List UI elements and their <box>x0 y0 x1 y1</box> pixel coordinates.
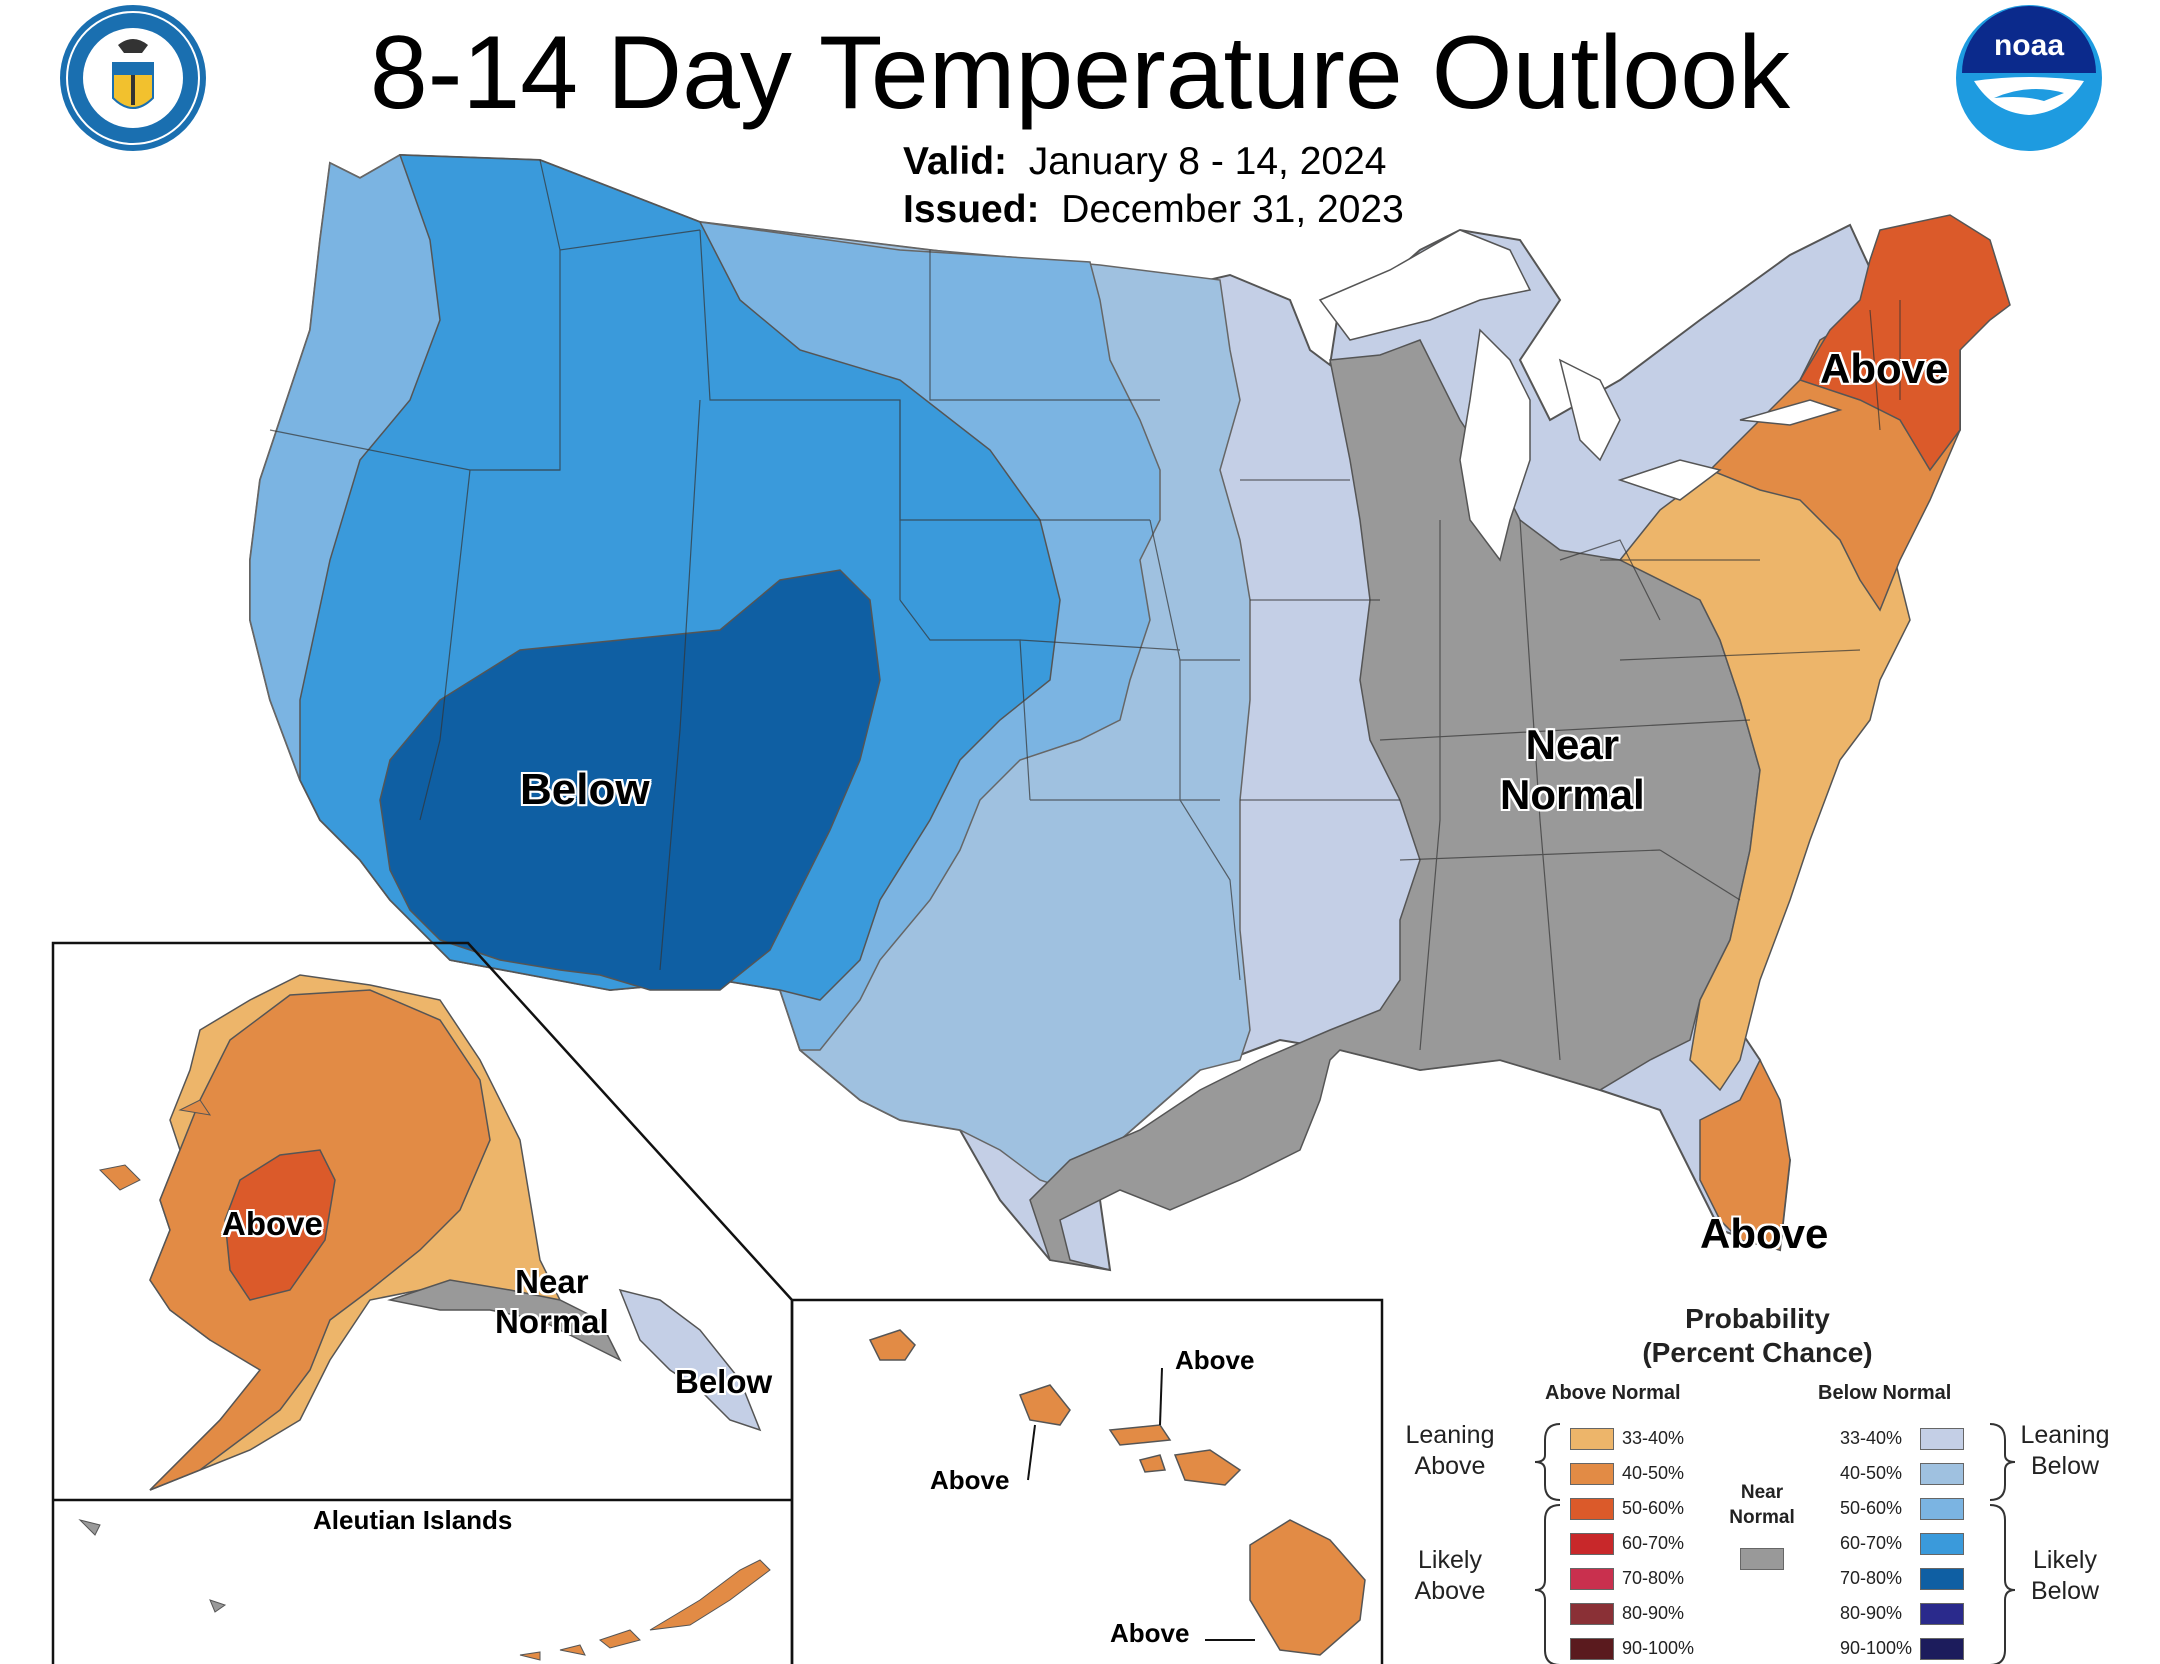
alaska-label-above: Above <box>222 1205 323 1242</box>
legend-likely-below-line1: Likely <box>2033 1546 2097 1574</box>
legend-below-swatch-1 <box>1920 1463 1964 1485</box>
hawaii-inset-frame <box>790 1298 1384 1664</box>
noaa-logo-icon: noaa <box>1956 5 2102 151</box>
legend-above-label-2: 50-60% <box>1622 1498 1685 1518</box>
alaska-label-below: Below <box>675 1363 773 1400</box>
issued-label: Issued: <box>903 188 1040 231</box>
legend-above-swatch-2 <box>1570 1498 1614 1520</box>
legend-title-line1: Probability <box>1685 1303 1830 1334</box>
legend-above-swatch-6 <box>1570 1638 1614 1660</box>
legend-above-swatch-4 <box>1570 1568 1614 1590</box>
issued-date: December 31, 2023 <box>1061 188 1404 231</box>
legend-near-line1: Near <box>1740 1482 1784 1503</box>
legend-likely-above-line1: Likely <box>1418 1546 1482 1574</box>
map-label-above-southeast: Above <box>1700 1210 1829 1257</box>
alaska-label-near-line2: Normal <box>495 1303 609 1340</box>
legend-leaning-below-label: Leaning Below <box>2015 1420 2115 1482</box>
legend-above-label-1: 40-50% <box>1622 1463 1685 1483</box>
legend-likely-above-label: Likely Above <box>1400 1545 1500 1607</box>
hawaiian-islands <box>868 1329 1366 1656</box>
alaska-label-near-line1: Near <box>515 1263 589 1300</box>
legend-leaning-above-line2: Above <box>1414 1452 1486 1480</box>
page-title: 8-14 Day Temperature Outlook <box>369 15 1791 131</box>
legend-below-label-1: 40-50% <box>1840 1463 1903 1483</box>
legend-likely-above-line2: Above <box>1414 1577 1486 1605</box>
legend-leaning-below-line2: Below <box>2030 1452 2100 1480</box>
legend-below-swatch-0 <box>1920 1428 1964 1450</box>
legend-above-label-6: 90-100% <box>1622 1638 1695 1658</box>
legend-above-label-3: 60-70% <box>1622 1533 1685 1553</box>
great-lakes <box>1318 229 1843 562</box>
map-label-below: Below <box>520 765 650 814</box>
legend-above-normal-head: Above Normal <box>1545 1382 1681 1404</box>
commerce-seal-icon <box>60 5 206 151</box>
aleutian-islands-chain <box>78 1519 771 1661</box>
legend-title-line2: (Percent Chance) <box>1642 1337 1873 1368</box>
alaska-below-region <box>618 1288 762 1432</box>
valid-date: January 8 - 14, 2024 <box>1028 140 1387 183</box>
alaska-above-50-60-region <box>224 1149 336 1301</box>
legend-above-swatch-0 <box>1570 1428 1614 1450</box>
valid-issued-block: Valid: January 8 - 14, 2024 Issued: Dece… <box>903 138 1404 234</box>
legend-below-label-6: 90-100% <box>1840 1638 1913 1658</box>
legend-near-line2: Normal <box>1729 1507 1795 1528</box>
alaska-near-normal-region <box>387 1279 622 1362</box>
hawaii-leader-line-2 <box>1027 1424 1036 1481</box>
legend-brackets <box>1534 1423 2016 1664</box>
legend-near-normal-head: Near Normal <box>1722 1480 1802 1530</box>
map-label-near-normal: Near Normal <box>1500 720 1645 820</box>
legend-leaning-above-line1: Leaning <box>1405 1421 1495 1449</box>
legend-below-swatch-4 <box>1920 1568 1964 1590</box>
legend-title: Probability (Percent Chance) <box>1640 1302 1875 1370</box>
legend-below-label-5: 80-90% <box>1840 1603 1903 1623</box>
legend-above-label-4: 70-80% <box>1622 1568 1685 1588</box>
legend-above-swatch-1 <box>1570 1463 1614 1485</box>
map-label-above-northeast: Above <box>1820 345 1949 392</box>
state-borders <box>269 159 1901 1061</box>
hawaii-label-above-2: Above <box>930 1465 1010 1495</box>
legend-likely-below-line2: Below <box>2030 1577 2100 1605</box>
legend-below-swatch-3 <box>1920 1533 1964 1555</box>
legend-below-label-4: 70-80% <box>1840 1568 1903 1588</box>
legend-above-label-0: 33-40% <box>1622 1428 1685 1448</box>
legend-near-normal-swatch <box>1740 1548 1784 1570</box>
legend-below-label-2: 50-60% <box>1840 1498 1903 1518</box>
valid-label: Valid: <box>903 140 1008 183</box>
legend-below-label-3: 60-70% <box>1840 1533 1903 1553</box>
map-label-near-line1: Near <box>1525 721 1620 768</box>
legend-above-swatch-3 <box>1570 1533 1614 1555</box>
legend-leaning-above-label: Leaning Above <box>1400 1420 1500 1482</box>
alaska-label-near-normal: Near Normal <box>495 1262 609 1342</box>
legend-below-swatch-5 <box>1920 1603 1964 1625</box>
legend-above-swatch-5 <box>1570 1603 1614 1625</box>
hawaii-label-above-1: Above <box>1175 1345 1255 1375</box>
hawaii-leader-line-1 <box>1159 1367 1163 1426</box>
legend-below-normal-head: Below Normal <box>1818 1382 1952 1404</box>
map-label-near-line2: Normal <box>1500 771 1645 818</box>
conus-below-core-region <box>379 569 881 991</box>
legend-below-swatch-6 <box>1920 1638 1964 1660</box>
aleutian-islands-title: Aleutian Islands <box>313 1505 513 1535</box>
alaska-islands-west <box>98 1099 212 1191</box>
legend-leaning-below-line1: Leaning <box>2020 1421 2110 1449</box>
noaa-logo-text: noaa <box>1994 29 2064 62</box>
legend-below-label-0: 33-40% <box>1840 1428 1903 1448</box>
legend-below-swatch-2 <box>1920 1498 1964 1520</box>
florida-above-40-50-region <box>1699 1058 1791 1251</box>
conus-above-50-60-region <box>1798 214 2011 472</box>
hawaii-label-above-3: Above <box>1110 1618 1190 1648</box>
legend-above-label-5: 80-90% <box>1622 1603 1685 1623</box>
legend-likely-below-label: Likely Below <box>2015 1545 2115 1607</box>
